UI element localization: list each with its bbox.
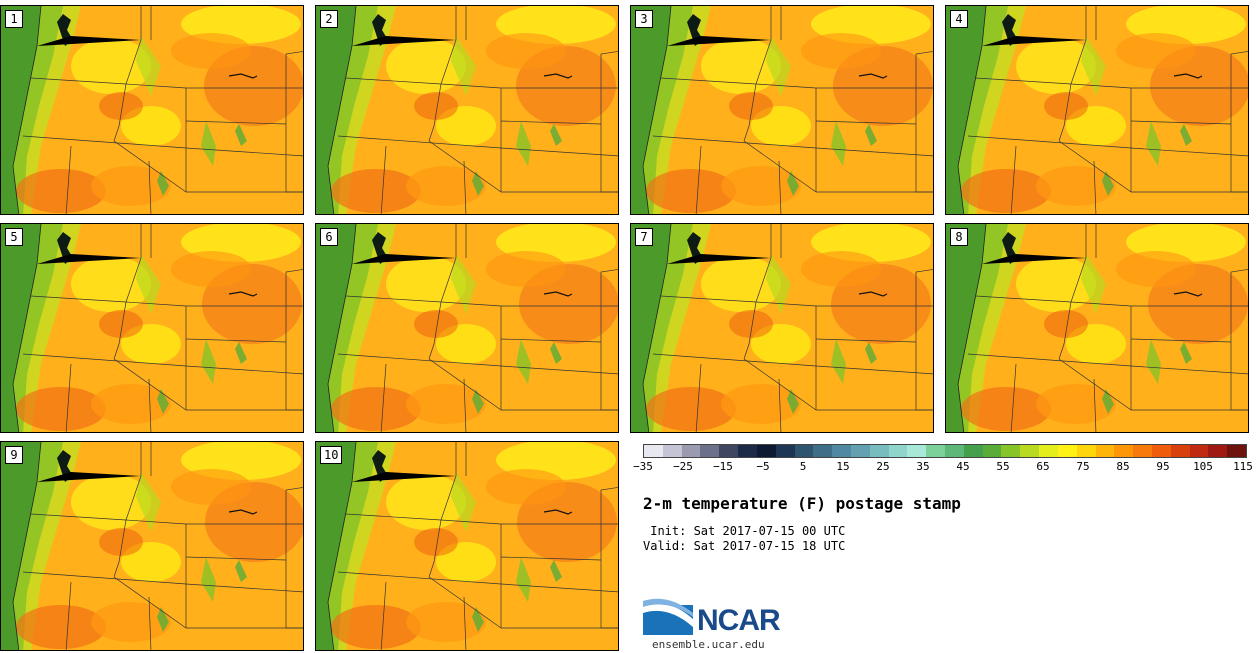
colorbar-tick-label: 105 <box>1193 460 1213 473</box>
colorbar-swatch <box>1170 445 1190 457</box>
colorbar-swatch <box>700 445 720 457</box>
temperature-map <box>1 224 303 432</box>
website-url[interactable]: ensemble.ucar.edu <box>652 638 765 651</box>
colorbar-swatch <box>756 445 776 457</box>
colorbar-swatch <box>794 445 814 457</box>
colorbar-swatch <box>1020 445 1040 457</box>
temperature-map <box>946 6 1248 214</box>
colorbar-swatch <box>1095 445 1115 457</box>
ncar-logo-icon <box>643 598 693 635</box>
temperature-map <box>631 6 933 214</box>
temperature-map <box>1 442 303 650</box>
colorbar-swatch <box>1189 445 1209 457</box>
colorbar-tick-label: 55 <box>996 460 1010 473</box>
ensemble-member-label: 1 <box>5 10 23 28</box>
colorbar-swatch <box>1208 445 1228 457</box>
colorbar-swatch <box>1001 445 1021 457</box>
temperature-map <box>631 224 933 432</box>
colorbar-swatch <box>832 445 851 457</box>
colorbar-swatch <box>662 445 682 457</box>
ensemble-member-label: 7 <box>635 228 653 246</box>
colorbar-swatch <box>850 445 870 457</box>
colorbar-tick-label: 5 <box>799 460 807 473</box>
colorbar-swatch <box>738 445 757 457</box>
colorbar-swatch <box>963 445 983 457</box>
init-time: Init: Sat 2017-07-15 00 UTC <box>643 524 846 538</box>
colorbar-tick-label: −15 <box>713 460 733 473</box>
colorbar-tick-label: 15 <box>836 460 850 473</box>
colorbar-swatch <box>1133 445 1152 457</box>
colorbar-swatch <box>1057 445 1077 457</box>
colorbar-swatch <box>681 445 701 457</box>
colorbar-swatch <box>1227 445 1246 457</box>
ensemble-member-label: 9 <box>5 446 23 464</box>
ensemble-member-label: 4 <box>950 10 968 28</box>
forecast-map-panel: 2 <box>315 5 619 215</box>
valid-time: Valid: Sat 2017-07-15 18 UTC <box>643 539 846 553</box>
colorbar-swatch <box>719 445 739 457</box>
temperature-map <box>946 224 1248 432</box>
ensemble-member-label: 8 <box>950 228 968 246</box>
colorbar-swatch <box>644 445 663 457</box>
colorbar-swatch <box>982 445 1002 457</box>
temperature-colorbar <box>643 444 1247 458</box>
colorbar-tick-label: 25 <box>876 460 890 473</box>
colorbar-swatch <box>775 445 795 457</box>
colorbar-tick-label: −5 <box>756 460 770 473</box>
colorbar-tick-label: 35 <box>916 460 930 473</box>
forecast-map-panel: 7 <box>630 223 934 433</box>
colorbar-tick-labels: −35 −25 −15 −5 5 15 25 35 45 55 65 75 85 95 105 115 <box>633 460 1253 474</box>
forecast-map-panel: 4 <box>945 5 1249 215</box>
ncar-logo-text: NCAR <box>697 604 781 637</box>
temperature-map <box>316 224 618 432</box>
colorbar-swatch <box>1114 445 1134 457</box>
forecast-map-panel: 1 <box>0 5 304 215</box>
colorbar-tick-label: 95 <box>1156 460 1170 473</box>
temperature-map <box>1 6 303 214</box>
colorbar-swatch <box>869 445 889 457</box>
temperature-map <box>316 442 618 650</box>
colorbar-tick-label: −25 <box>673 460 693 473</box>
forecast-map-panel: 9 <box>0 441 304 651</box>
colorbar-swatch <box>926 445 945 457</box>
colorbar-swatch <box>1151 445 1171 457</box>
colorbar-tick-label: 45 <box>956 460 970 473</box>
forecast-map-panel: 8 <box>945 223 1249 433</box>
forecast-map-panel: 5 <box>0 223 304 433</box>
colorbar-swatch <box>1076 445 1096 457</box>
chart-title: 2-m temperature (F) postage stamp <box>643 494 961 513</box>
colorbar-tick-label: 85 <box>1116 460 1130 473</box>
forecast-map-panel: 10 <box>315 441 619 651</box>
ensemble-member-label: 3 <box>635 10 653 28</box>
colorbar-swatch <box>945 445 964 457</box>
forecast-map-panel: 3 <box>630 5 934 215</box>
colorbar-swatch <box>888 445 908 457</box>
ensemble-member-label: 5 <box>5 228 23 246</box>
colorbar-swatch <box>1039 445 1058 457</box>
ensemble-member-label: 6 <box>320 228 338 246</box>
colorbar-tick-label: 115 <box>1233 460 1253 473</box>
colorbar-swatch <box>813 445 833 457</box>
colorbar-tick-label: −35 <box>633 460 653 473</box>
forecast-map-panel: 6 <box>315 223 619 433</box>
colorbar-tick-label: 65 <box>1036 460 1050 473</box>
colorbar-swatch <box>907 445 927 457</box>
ensemble-member-label: 10 <box>320 446 343 464</box>
colorbar-tick-label: 75 <box>1076 460 1090 473</box>
temperature-map <box>316 6 618 214</box>
ensemble-member-label: 2 <box>320 10 338 28</box>
